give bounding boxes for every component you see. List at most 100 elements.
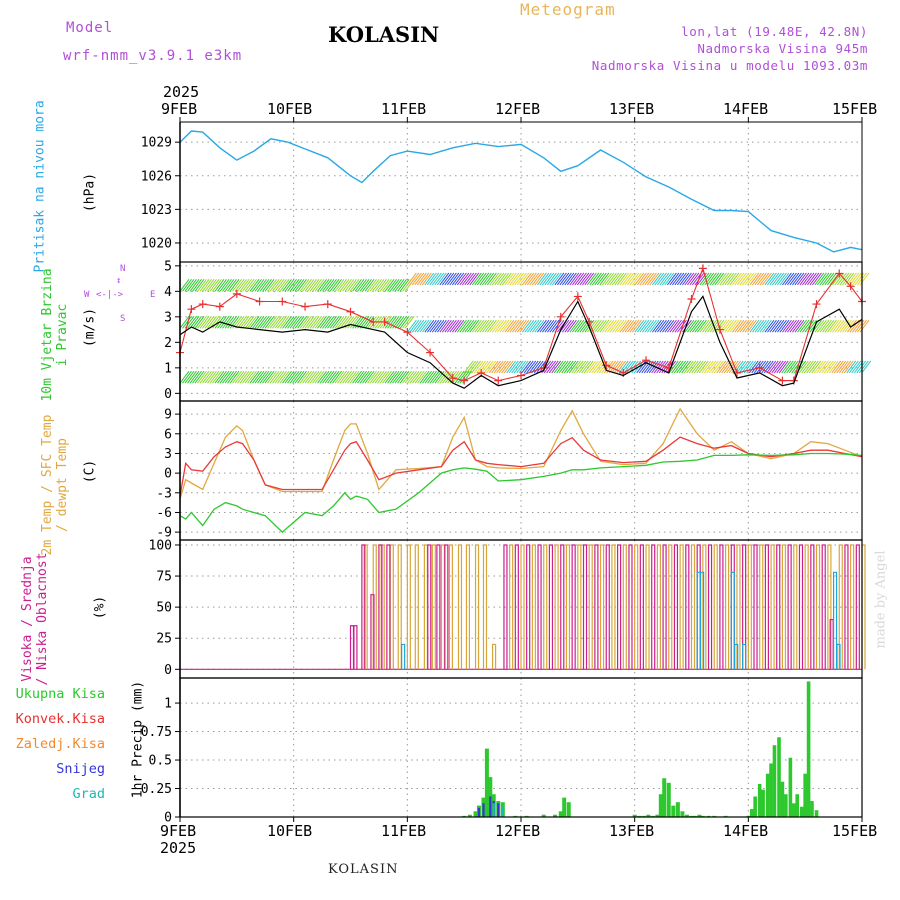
- wind-barb: [237, 279, 247, 292]
- wind-barb: [407, 370, 417, 384]
- wind-barb: [797, 319, 807, 333]
- wind-barb: [506, 360, 517, 374]
- wind-barb: [856, 360, 867, 374]
- wind-barb: [359, 279, 370, 292]
- wind-barb: [264, 279, 275, 292]
- cloud-mid-bar: [577, 544, 582, 670]
- wind-barb: [609, 319, 620, 333]
- sfc-temp-line: [179, 407, 863, 500]
- wind-barb: [364, 370, 375, 384]
- cloud-high-bar: [832, 571, 838, 670]
- wind-barb: [297, 316, 307, 329]
- wind-barb: [752, 272, 762, 286]
- wind-barb: [382, 279, 392, 292]
- wind-barb: [229, 370, 240, 384]
- wind-barb: [594, 319, 605, 333]
- cloud-low-bar: [662, 544, 667, 670]
- wind-barb: [486, 360, 497, 374]
- wind-barb: [566, 319, 577, 333]
- bottom-date-5: 14FEB: [723, 822, 769, 840]
- wind-barb: [466, 319, 477, 333]
- wind-barb: [347, 279, 357, 292]
- wind-barb: [474, 272, 485, 286]
- wind-barb: [197, 316, 207, 329]
- wind-barb: [269, 316, 280, 329]
- wind-barb: [777, 319, 787, 333]
- wind-barb: [347, 370, 357, 384]
- wind-barb: [204, 370, 215, 384]
- wind-barb: [387, 316, 397, 329]
- wind-barb: [332, 279, 342, 292]
- y-tick-label: 100: [149, 538, 172, 553]
- wind-barb: [677, 272, 687, 286]
- wind-barb: [501, 319, 512, 333]
- cloud-low-bar: [582, 544, 588, 670]
- wind-barb: [759, 319, 770, 333]
- wind-barb: [419, 370, 430, 384]
- wind-barb: [624, 272, 635, 286]
- wind-barb: [591, 272, 602, 286]
- gust-marker: [448, 374, 457, 383]
- wind-barb: [416, 319, 427, 333]
- wind-barb: [493, 360, 504, 374]
- wind-barb: [234, 370, 245, 384]
- wind-barb: [264, 370, 275, 384]
- y-tick-label: 3: [164, 447, 172, 462]
- wind-barb: [609, 272, 620, 286]
- cloud-mid-bar: [702, 544, 707, 670]
- wind-barb: [329, 316, 340, 329]
- wind-barb: [337, 316, 347, 329]
- wind-barb: [831, 360, 842, 374]
- precip-total-bar: [777, 737, 781, 817]
- wind-barb: [747, 319, 757, 333]
- wind-barb: [842, 272, 852, 286]
- wind-barb: [754, 319, 765, 333]
- wind-barb: [297, 279, 307, 292]
- wind-barb: [653, 360, 664, 374]
- wind-barb: [564, 272, 575, 286]
- wind-barb: [837, 272, 847, 286]
- bottom-date-6: 15FEB: [832, 822, 878, 840]
- wind-barb: [322, 316, 332, 329]
- wind-barb: [636, 319, 647, 333]
- cloud-low-bar: [810, 544, 815, 670]
- legend-total-rain: Ukupna Kisa: [15, 686, 105, 702]
- wind-barb: [496, 360, 507, 374]
- wind-barb: [494, 272, 505, 286]
- wind-barb: [708, 360, 719, 374]
- wind-barb: [591, 319, 602, 333]
- wind-barb: [461, 319, 472, 333]
- wind-barb: [414, 272, 425, 286]
- wind-barb: [728, 360, 739, 374]
- wind-barb: [464, 319, 475, 333]
- wind-barb: [576, 272, 587, 286]
- wind-barb: [292, 370, 302, 384]
- cloud-low-bar: [353, 625, 358, 670]
- wind-barb: [744, 319, 755, 333]
- wind-barb: [827, 272, 837, 286]
- wind-barb: [659, 272, 670, 286]
- wind-barb: [624, 319, 635, 333]
- wind-barb: [641, 360, 652, 374]
- wind-barb: [777, 272, 787, 286]
- wind-barb: [823, 360, 834, 374]
- wind-barb: [732, 272, 742, 286]
- gust-marker: [812, 300, 821, 309]
- wind-barb: [239, 370, 250, 384]
- wind-barb: [596, 272, 607, 286]
- wind-barb: [471, 272, 482, 286]
- wind-barb: [571, 360, 582, 374]
- wind-barb: [279, 279, 290, 292]
- wind-barb: [491, 272, 502, 286]
- wind-barb: [491, 319, 502, 333]
- wind-barb: [619, 319, 630, 333]
- wind-barb: [397, 316, 407, 329]
- wind-barb: [817, 319, 827, 333]
- cloud-low-bar: [605, 544, 610, 670]
- cloud-low-bar: [798, 544, 804, 670]
- wind-barb: [769, 272, 780, 286]
- wind-barb: [842, 319, 852, 333]
- wind-barb: [182, 316, 192, 329]
- wind-barb: [204, 316, 215, 329]
- wind-barb: [254, 316, 265, 329]
